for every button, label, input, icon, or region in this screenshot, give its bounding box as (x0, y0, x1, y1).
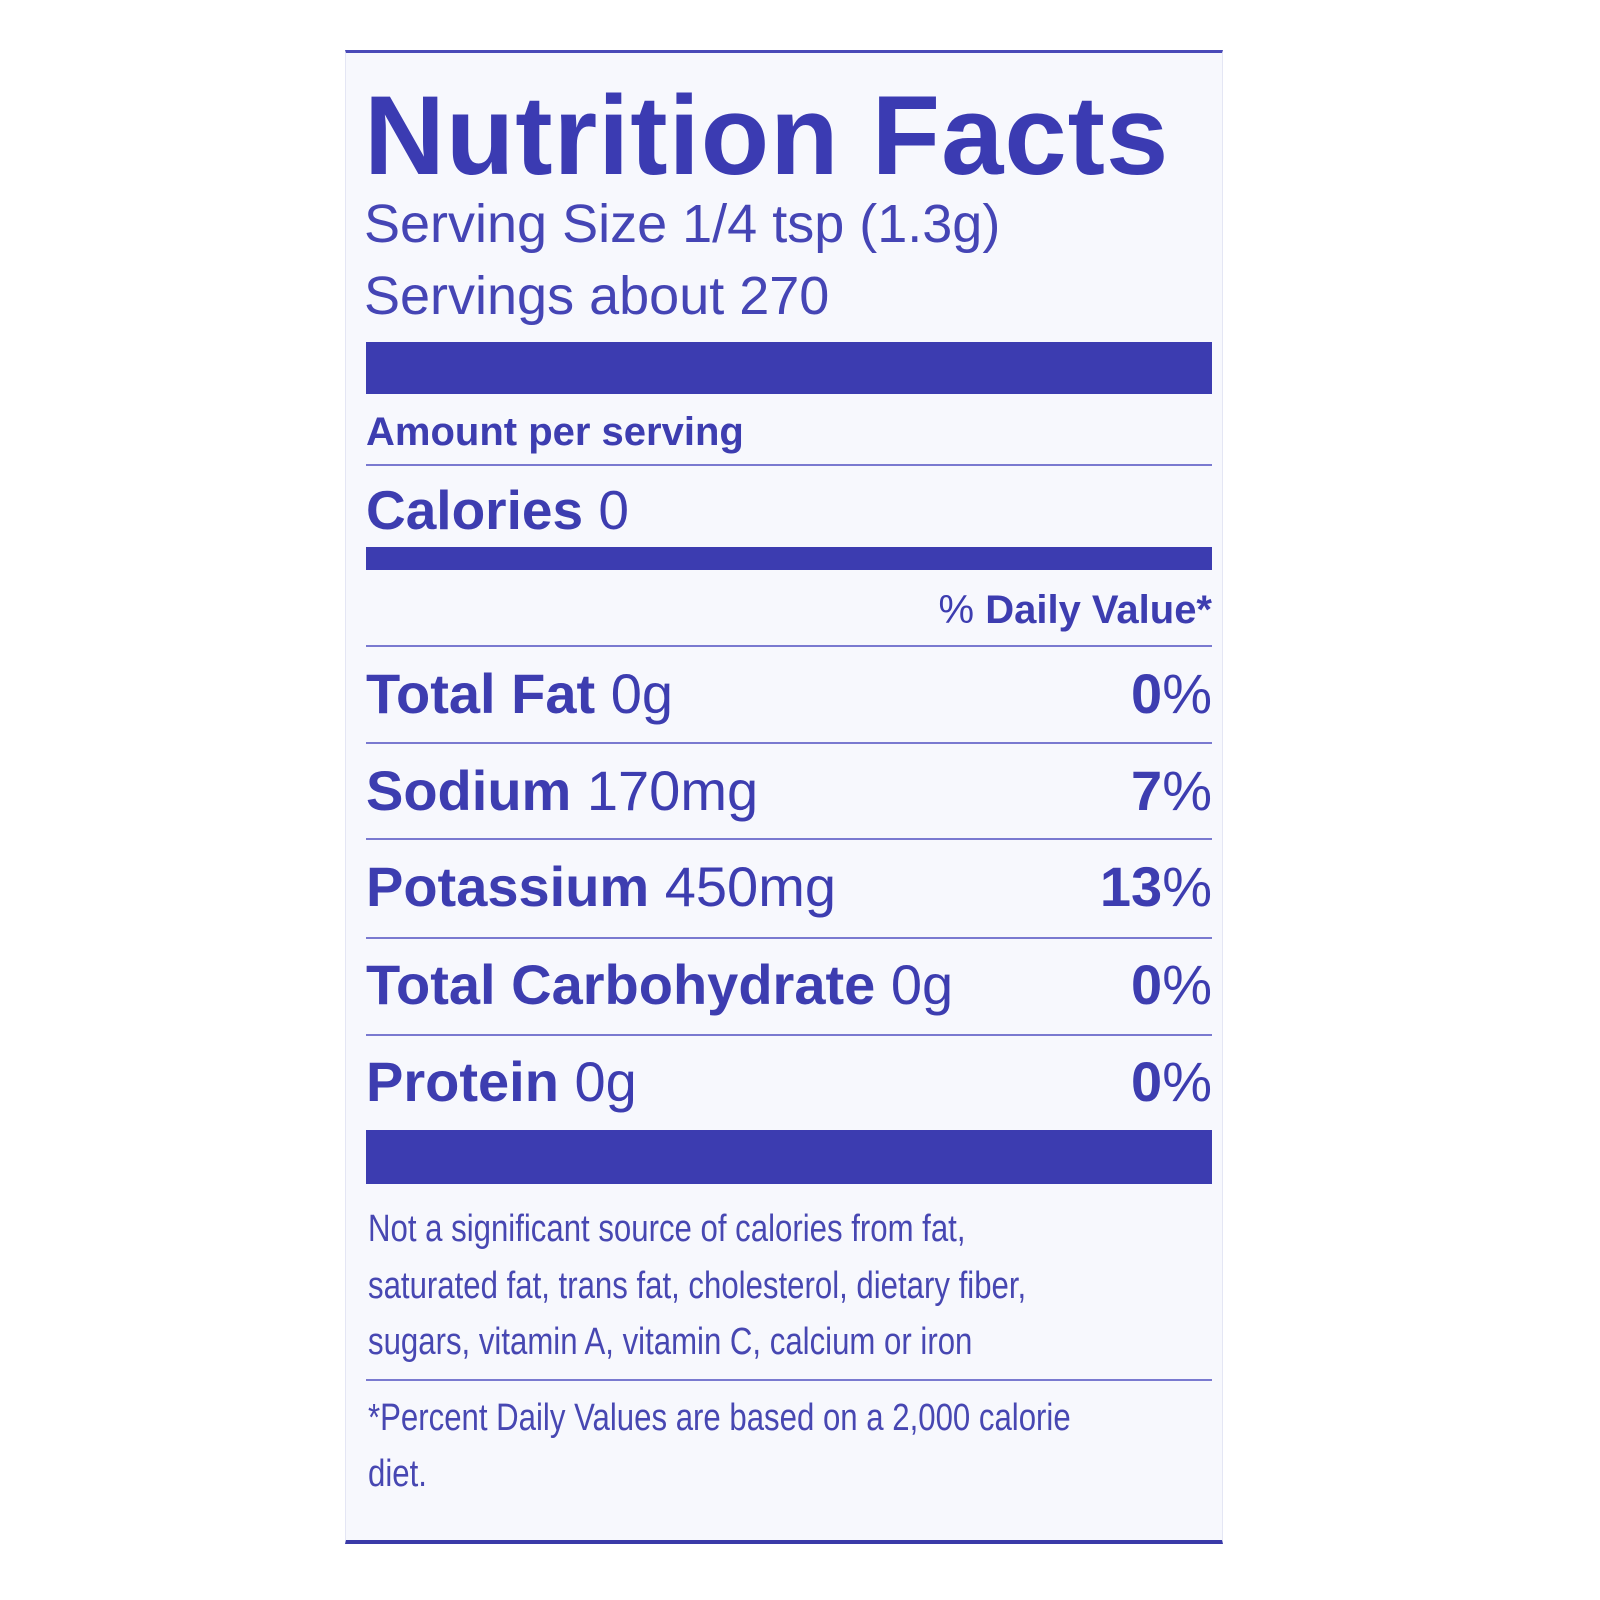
medium-divider (366, 547, 1212, 570)
nutrient-name: Total Fat (366, 661, 596, 725)
dv-note-line: *Percent Daily Values are based on a 2,0… (368, 1397, 1071, 1439)
calories-row: Calories 0 (366, 478, 629, 542)
nutrient-row-protein: Protein 0g 0% (366, 1049, 1212, 1113)
divider (366, 645, 1212, 647)
nutrient-amount: 450mg (664, 854, 836, 918)
percent-sign: % (1162, 661, 1212, 725)
thick-divider (366, 342, 1212, 394)
label-title: Nutrition Facts (364, 73, 1170, 198)
percent-sign: % (1162, 854, 1212, 918)
nutrient-row-total-fat: Total Fat 0g 0% (366, 661, 1212, 725)
divider (366, 742, 1212, 744)
serving-size: Serving Size 1/4 tsp (1.3g) (364, 194, 1001, 254)
daily-value-header: % Daily Value* (939, 588, 1213, 633)
calories-value: 0 (598, 479, 629, 541)
divider (366, 937, 1212, 939)
footnote-line: sugars, vitamin A, vitamin C, calcium or… (368, 1321, 973, 1363)
percent-sign: % (1162, 758, 1212, 822)
nutrient-row-sodium: Sodium 170mg 7% (366, 758, 1212, 822)
nutrient-name: Total Carbohydrate (366, 952, 876, 1016)
nutrient-name: Sodium (366, 758, 572, 822)
divider (366, 1379, 1212, 1381)
nutrient-amount: 0g (610, 661, 674, 725)
divider (366, 1034, 1212, 1036)
dv-note-line: diet. (368, 1453, 427, 1495)
calories-label: Calories (366, 479, 584, 541)
nutrient-dv: 0 (1131, 952, 1163, 1016)
percent-sign: % (1162, 1049, 1212, 1113)
thick-divider (366, 1130, 1212, 1184)
nutrition-facts-label: Nutrition Facts Serving Size 1/4 tsp (1.… (345, 50, 1223, 1544)
divider (366, 838, 1212, 840)
percent-sign: % (938, 588, 975, 632)
percent-sign: % (1162, 952, 1212, 1016)
nutrient-dv: 0 (1131, 1049, 1163, 1113)
nutrient-dv: 13 (1099, 854, 1163, 918)
nutrient-name: Potassium (366, 854, 650, 918)
daily-value-label: Daily Value* (985, 588, 1212, 632)
amount-per-serving: Amount per serving (366, 410, 744, 454)
footnote-line: Not a significant source of calories fro… (368, 1208, 966, 1250)
nutrient-row-potassium: Potassium 450mg 13% (366, 854, 1212, 918)
divider (366, 464, 1212, 466)
nutrient-amount: 170mg (586, 758, 759, 822)
nutrient-dv: 0 (1131, 661, 1163, 725)
servings-per-container: Servings about 270 (364, 266, 830, 326)
footnote-line: saturated fat, trans fat, cholesterol, d… (368, 1265, 1027, 1307)
nutrient-row-total-carbohydrate: Total Carbohydrate 0g 0% (366, 952, 1212, 1016)
nutrient-amount: 0g (574, 1049, 637, 1113)
nutrient-amount: 0g (890, 952, 954, 1016)
nutrient-name: Protein (366, 1049, 559, 1113)
nutrient-dv: 7 (1131, 758, 1163, 822)
